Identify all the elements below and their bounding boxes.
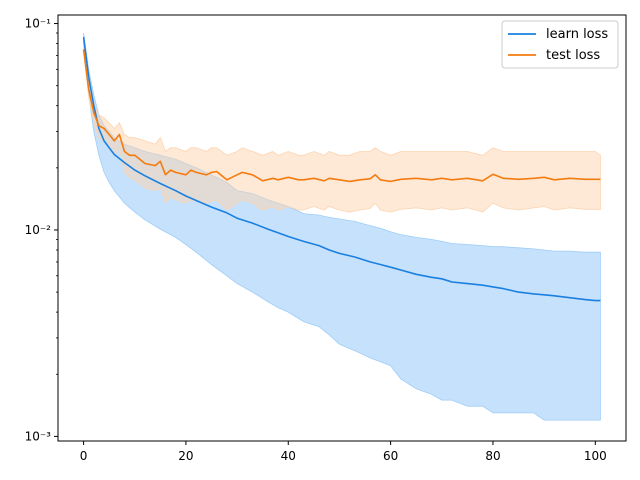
legend-label: test loss [546, 48, 600, 63]
axis-ticks: 0 20 40 60 80 100 10⁻³ 10⁻² 10⁻¹ [25, 17, 607, 463]
x-tick-label: 20 [178, 449, 193, 463]
y-tick-label: 10⁻² [25, 223, 52, 237]
legend-label: learn loss [546, 27, 608, 42]
y-tick-label: 10⁻³ [25, 429, 52, 443]
axes-frame [57, 14, 627, 442]
y-tick-label: 10⁻¹ [25, 17, 52, 31]
x-tick-label: 40 [281, 449, 296, 463]
legend: learn loss test loss [501, 20, 619, 69]
legend-box [501, 20, 619, 69]
series-line-test-loss [82, 49, 601, 183]
series-line-learn-loss [82, 36, 601, 302]
x-tick-label: 0 [80, 449, 88, 463]
x-tick-label: 80 [485, 449, 500, 463]
x-tick-label: 100 [584, 449, 607, 463]
x-tick-label: 60 [383, 449, 398, 463]
plot-area [82, 32, 601, 421]
